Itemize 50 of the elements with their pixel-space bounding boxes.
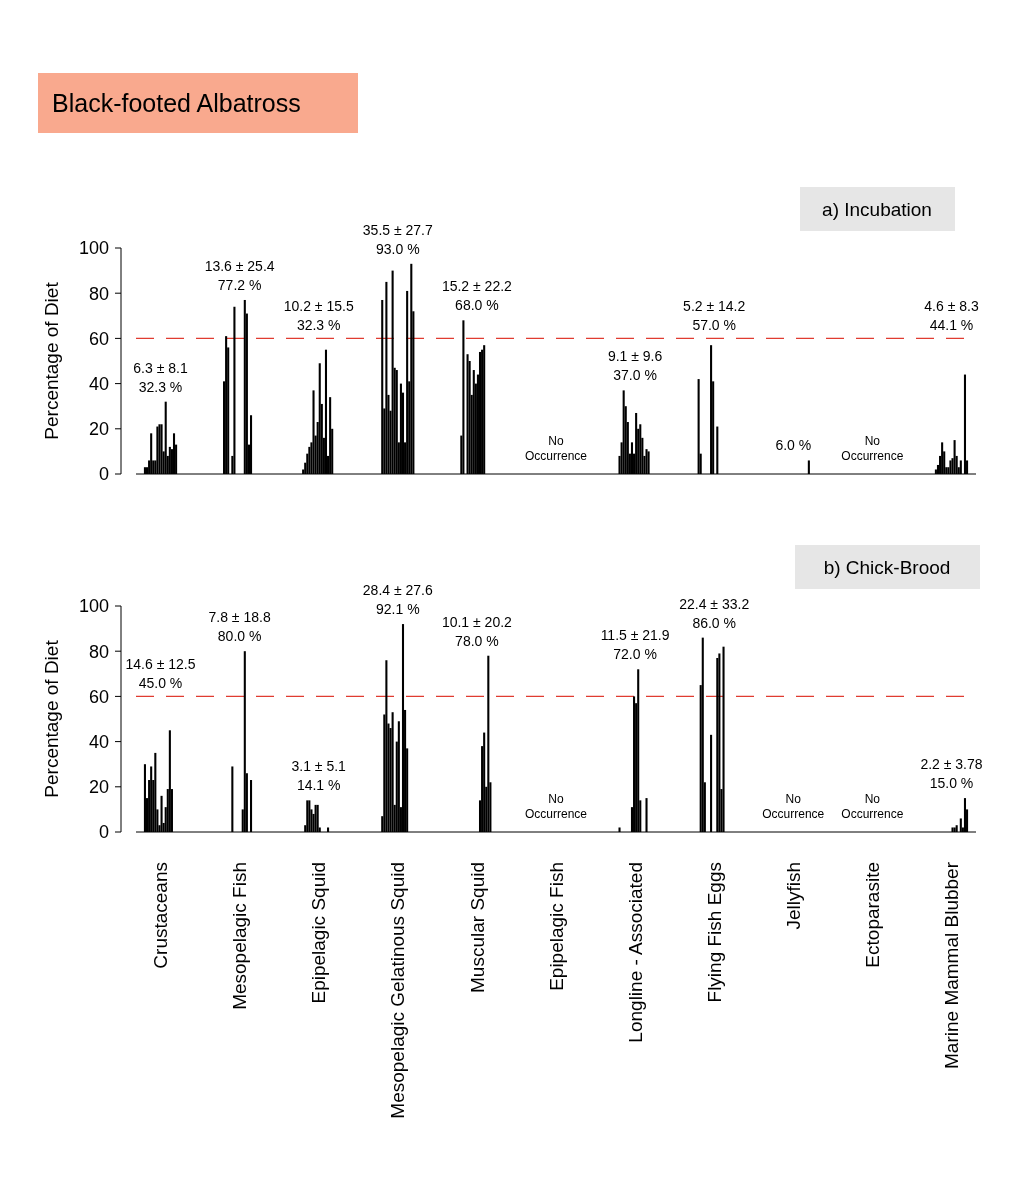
- x-tick-label: Muscular Squid: [466, 862, 488, 993]
- annotation: 10.1 ± 20.2 78.0 %: [441, 613, 513, 649]
- annotation: 6.3 ± 8.1 32.3 %: [133, 359, 188, 395]
- x-tick-label: Flying Fish Eggs: [703, 862, 725, 1003]
- y-tick-label: 20: [88, 777, 109, 798]
- x-tick-label: Ectoparasite: [862, 862, 884, 968]
- x-tick-label: Crustaceans: [150, 862, 172, 969]
- annotation: 13.6 ± 25.4 77.2 %: [204, 257, 275, 293]
- annotation: 22.4 ± 33.2 86.0 %: [679, 595, 750, 631]
- annotation: No Occurrence: [524, 434, 588, 463]
- x-tick-label: Mesopelagic Fish: [229, 862, 251, 1010]
- y-tick-label: 100: [78, 596, 109, 617]
- annotation: 3.1 ± 5.1 14.1 %: [291, 758, 347, 794]
- x-tick-label: Longline - Associated: [624, 862, 646, 1043]
- y-tick-label: 60: [88, 328, 109, 349]
- y-tick-label: 0: [98, 822, 109, 843]
- annotation: 14.6 ± 12.5 45.0 %: [125, 656, 196, 692]
- annotation: 6.0 %: [775, 437, 812, 454]
- annotation: 28.4 ± 27.6 92.1 %: [362, 582, 433, 618]
- y-tick-label: 80: [88, 641, 109, 662]
- y-tick-label: 100: [78, 238, 109, 259]
- y-tick-label: 0: [98, 464, 109, 485]
- annotation: 2.2 ± 3.78 15.0 %: [920, 756, 983, 792]
- x-tick-label: Jellyfish: [782, 862, 804, 930]
- chart-subtitle: b) Chick-Brood: [823, 557, 951, 578]
- annotation: No Occurrence: [524, 792, 588, 821]
- y-axis-title: Percentage of Diet: [41, 281, 62, 440]
- y-tick-label: 20: [88, 419, 109, 440]
- annotation: 5.2 ± 14.2 57.0 %: [683, 298, 746, 334]
- x-tick-label: Mesopelagic Gelatinous Squid: [387, 862, 409, 1119]
- y-tick-label: 40: [88, 731, 109, 752]
- annotation: No Occurrence: [841, 792, 904, 821]
- y-axis-title: Percentage of Diet: [41, 639, 62, 798]
- chart-title: Black-footed Albatross: [52, 89, 301, 117]
- y-tick-label: 40: [88, 373, 109, 394]
- chart-subtitle: a) Incubation: [822, 199, 932, 220]
- annotation: 10.2 ± 15.5 32.3 %: [283, 298, 354, 334]
- x-tick-label: Marine Mammal Blubber: [941, 861, 963, 1069]
- y-tick-label: 60: [88, 686, 109, 707]
- annotation: 9.1 ± 9.6 37.0 %: [607, 348, 663, 384]
- annotation: 7.8 ± 18.8 80.0 %: [208, 609, 271, 645]
- annotation: No Occurrence: [762, 792, 825, 821]
- x-tick-label: Epipelagic Fish: [545, 862, 567, 991]
- annotation: 35.5 ± 27.7 93.0 %: [362, 221, 433, 257]
- x-tick-label: Epipelagic Squid: [308, 862, 330, 1004]
- y-tick-label: 80: [88, 283, 109, 304]
- annotation: 15.2 ± 22.2 68.0 %: [441, 278, 513, 314]
- annotation: No Occurrence: [841, 434, 904, 463]
- annotation: 11.5 ± 21.9 72.0 %: [600, 627, 670, 663]
- annotation: 4.6 ± 8.3 44.1 %: [924, 298, 979, 334]
